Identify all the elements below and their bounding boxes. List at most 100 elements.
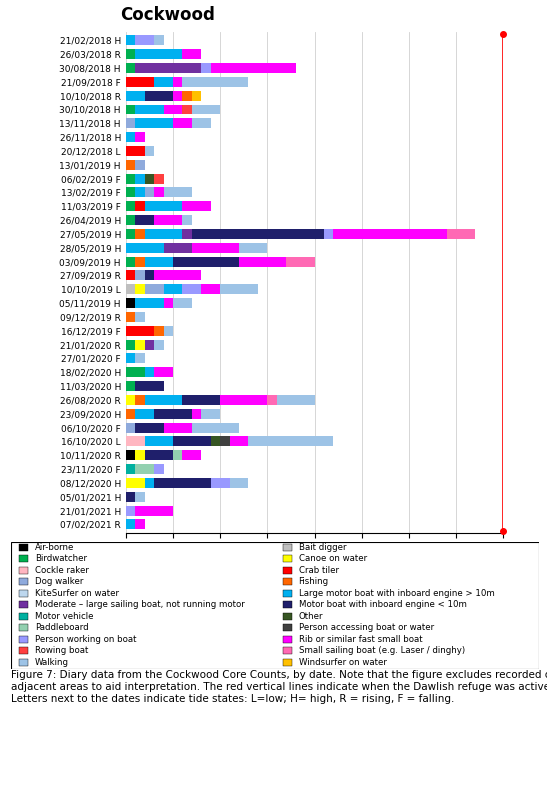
Text: Motor boat with inboard engine < 10m: Motor boat with inboard engine < 10m <box>299 601 467 610</box>
Bar <box>126 284 135 294</box>
Bar <box>135 63 201 73</box>
Bar <box>283 636 292 643</box>
Bar <box>211 437 220 446</box>
Bar <box>164 104 182 115</box>
Text: Paddleboard: Paddleboard <box>34 623 88 633</box>
Bar <box>135 395 145 405</box>
Bar <box>283 602 292 609</box>
Bar <box>220 437 230 446</box>
Bar <box>154 77 173 87</box>
Text: KiteSurfer on water: KiteSurfer on water <box>34 589 119 598</box>
Bar <box>135 201 145 211</box>
Bar <box>183 284 201 294</box>
Bar <box>154 35 164 46</box>
Bar <box>135 160 145 170</box>
FancyBboxPatch shape <box>11 542 539 669</box>
Bar <box>126 437 144 446</box>
Bar <box>126 298 135 308</box>
Text: Crab tiler: Crab tiler <box>299 566 339 575</box>
Bar <box>144 437 173 446</box>
Bar <box>135 464 154 474</box>
Bar <box>19 567 28 574</box>
Bar <box>126 201 135 211</box>
Bar <box>19 544 28 551</box>
Bar <box>173 91 183 101</box>
Bar <box>135 215 154 225</box>
Bar <box>183 77 248 87</box>
Bar <box>135 132 145 142</box>
Bar <box>334 229 446 239</box>
Bar <box>126 519 135 529</box>
Bar <box>135 381 164 391</box>
Bar <box>135 519 145 529</box>
Bar <box>183 215 192 225</box>
Bar <box>144 478 154 488</box>
Bar <box>192 119 211 128</box>
Bar <box>126 256 135 267</box>
Bar <box>183 201 211 211</box>
Bar <box>135 340 145 349</box>
Bar <box>135 492 145 501</box>
Bar <box>283 567 292 574</box>
Bar <box>173 77 183 87</box>
Text: Motor vehicle: Motor vehicle <box>34 612 93 621</box>
Bar <box>126 312 135 322</box>
Bar <box>126 478 144 488</box>
Bar <box>201 409 220 419</box>
Bar <box>154 478 211 488</box>
Bar <box>173 298 192 308</box>
Bar <box>144 271 154 280</box>
Bar <box>144 229 182 239</box>
Bar <box>126 104 135 115</box>
Bar <box>19 647 28 654</box>
Bar <box>192 104 220 115</box>
Bar <box>126 271 135 280</box>
Bar <box>164 243 192 253</box>
Bar <box>126 505 135 516</box>
Bar <box>283 544 292 551</box>
Text: Person accessing boat or water: Person accessing boat or water <box>299 623 434 633</box>
Bar <box>173 256 239 267</box>
Bar <box>183 450 201 461</box>
Bar <box>19 625 28 631</box>
Text: Bait digger: Bait digger <box>299 543 346 552</box>
Bar <box>183 229 192 239</box>
Bar <box>154 187 164 197</box>
Text: Large motor boat with inboard engine > 10m: Large motor boat with inboard engine > 1… <box>299 589 494 598</box>
Bar <box>135 353 145 364</box>
Bar <box>144 395 182 405</box>
Bar <box>324 229 334 239</box>
Bar <box>126 91 144 101</box>
Bar <box>135 450 145 461</box>
Bar <box>192 243 239 253</box>
Bar <box>144 284 164 294</box>
Bar <box>126 187 135 197</box>
Bar <box>283 555 292 562</box>
Bar <box>126 35 135 46</box>
Bar <box>154 215 183 225</box>
Bar <box>239 243 267 253</box>
Bar <box>192 423 239 433</box>
Bar <box>154 271 201 280</box>
Bar <box>135 49 183 59</box>
Bar <box>144 340 154 349</box>
Bar <box>126 340 135 349</box>
Bar <box>19 590 28 597</box>
Bar <box>286 256 315 267</box>
Bar <box>283 659 292 666</box>
Bar <box>19 636 28 643</box>
Text: Rowing boat: Rowing boat <box>34 646 88 655</box>
Bar <box>283 590 292 597</box>
Bar <box>135 505 173 516</box>
Bar <box>126 160 135 170</box>
Bar <box>239 256 286 267</box>
Text: Moderate – large sailing boat, not running motor: Moderate – large sailing boat, not runni… <box>34 601 245 610</box>
Bar <box>248 437 334 446</box>
Bar <box>135 187 145 197</box>
Bar <box>183 91 192 101</box>
Bar <box>144 256 173 267</box>
Bar <box>126 423 135 433</box>
Bar <box>164 326 173 336</box>
Text: Other: Other <box>299 612 323 621</box>
Bar <box>126 49 135 59</box>
